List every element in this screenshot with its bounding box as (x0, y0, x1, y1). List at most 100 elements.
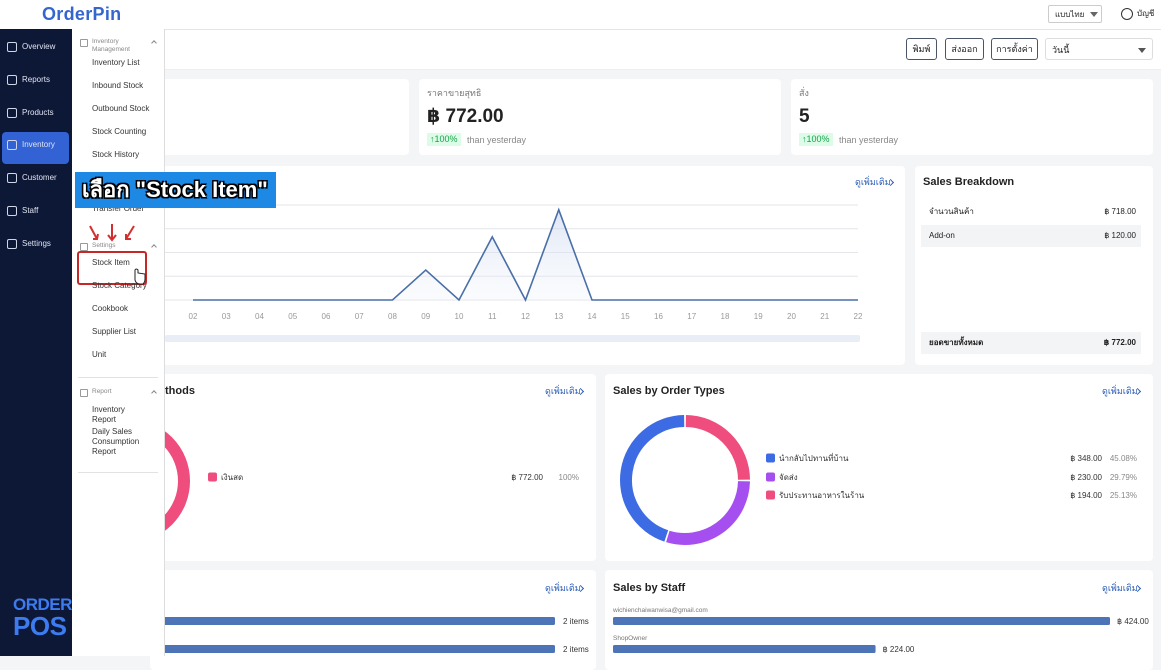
value-label: 2 items (563, 645, 589, 654)
submenu-item[interactable]: Transfer Order (92, 204, 145, 213)
x-tick-label: 07 (355, 312, 364, 321)
percent-label: 29.79% (1110, 473, 1137, 482)
submenu: Inventory Management Inventory List Inboun… (72, 29, 165, 656)
submenu-item[interactable]: Stock Counting (92, 127, 147, 136)
value-label: ฿ 194.00 (1070, 491, 1102, 500)
submenu-item[interactable]: Outbound Stock (92, 104, 150, 113)
account-label[interactable]: บัญชี (1137, 9, 1155, 18)
nav-icon (7, 173, 17, 184)
collapse-icon[interactable] (151, 40, 157, 46)
row-bg (921, 225, 1141, 247)
line-area (193, 209, 858, 300)
legend-label: รับประทานอาหารในร้าน (779, 491, 865, 500)
value-label: ฿ 224.00 (883, 645, 915, 654)
x-tick-label: 03 (222, 312, 231, 321)
x-tick-label: 08 (388, 312, 397, 321)
nav-icon (7, 140, 17, 151)
total-bg (921, 332, 1141, 354)
section-icon (80, 389, 88, 397)
change-badge: ↑100% (427, 133, 461, 146)
x-tick-label: 21 (820, 312, 829, 321)
card-title: Sales by Staff (613, 582, 686, 594)
submenu-item[interactable]: Stock History (92, 150, 140, 159)
scrollbar[interactable] (165, 335, 860, 342)
nav-item[interactable]: Inventory (22, 140, 55, 150)
card-label: สั่ง (799, 88, 809, 98)
donut-slice (620, 415, 685, 542)
row-value: ฿ 120.00 (1104, 231, 1136, 240)
print-button[interactable]: พิมพ์ (906, 38, 937, 60)
card-title: Sales Breakdown (923, 176, 1015, 188)
section-title: Report (92, 388, 112, 395)
submenu-item[interactable]: Unit (92, 350, 107, 359)
nav-item[interactable]: Settings (22, 238, 51, 248)
row-value: ฿ 718.00 (1104, 207, 1136, 216)
legend-label: นำกลับไปทานที่บ้าน (779, 452, 849, 463)
dropdown-arrow (1138, 48, 1146, 53)
collapse-icon[interactable] (151, 244, 157, 250)
submenu-item[interactable]: Inventory List (92, 58, 140, 67)
collapse-icon[interactable] (151, 390, 157, 396)
value-label: 2 items (563, 617, 589, 626)
payment-card: thods ดูเพิ่มเติม (150, 374, 596, 561)
more-link[interactable]: ดูเพิ่มเติม (545, 386, 581, 396)
charts: 0100200300400020304050607080910111213141… (66, 201, 1149, 654)
nav-item[interactable]: Products (22, 107, 54, 117)
card-title: Sales by Order Types (613, 385, 725, 397)
row-label: Add-on (929, 231, 955, 240)
annotation-text: เลือก "Stock Item" (82, 177, 268, 202)
x-tick-label: 22 (854, 312, 863, 321)
submenu-item[interactable]: Daily Sales Consumption Report (92, 427, 140, 456)
bar (120, 617, 555, 625)
period-select[interactable]: วันนี้ (1045, 38, 1153, 60)
separator (78, 377, 158, 378)
submenu-item[interactable]: Stock Item (92, 258, 130, 267)
nav-item[interactable]: Customer (22, 173, 57, 183)
more-link[interactable]: ดูเพิ่มเติม (1102, 583, 1138, 593)
nav-icon (7, 42, 17, 52)
more-link[interactable]: ดูเพิ่มเติม (855, 177, 891, 187)
account-icon[interactable] (1121, 8, 1133, 20)
value-label: ฿ 424.00 (1117, 617, 1149, 626)
more-link[interactable]: ดูเพิ่มเติม (1102, 386, 1138, 396)
summary-card: สั่ง 5 ↑100% than yesterday (791, 79, 1153, 155)
submenu-item[interactable]: Inbound Stock (92, 81, 144, 90)
separator (78, 472, 158, 473)
section-icon (80, 39, 88, 47)
nav-item[interactable]: Overview (22, 42, 56, 51)
section-title: Inventory Management (92, 38, 130, 53)
total-label: ยอดขายทั้งหมด (929, 338, 984, 347)
nav-icon (7, 74, 17, 85)
settings-button[interactable]: การตั้งค่า (991, 38, 1038, 60)
more-link[interactable]: ดูเพิ่มเติม (545, 583, 581, 593)
dropdown-arrow (1090, 12, 1098, 17)
bar (613, 617, 1110, 625)
export-button[interactable]: ส่งออก (945, 38, 984, 60)
line (193, 207, 858, 302)
x-tick-label: 14 (588, 312, 597, 321)
donut-slice (685, 415, 750, 480)
bar (613, 645, 876, 653)
logo[interactable]: OrderPin (42, 4, 122, 24)
submenu-item[interactable]: Stock Category (92, 281, 147, 290)
x-tick-label: 10 (455, 312, 464, 321)
x-tick-label: 11 (488, 312, 497, 321)
submenu-item[interactable]: Inventory Report (92, 405, 125, 424)
top-bar: OrderPin แบบไทย บัญชี (0, 0, 1161, 30)
nav-item[interactable]: Staff (22, 206, 39, 215)
language-select[interactable]: แบบไทย (1048, 5, 1102, 23)
x-tick-label: 05 (288, 312, 297, 321)
value-label: ฿ 772.00 (511, 473, 543, 482)
submenu-item[interactable]: Cookbook (92, 304, 129, 313)
row-label: จำนวนสินค้า (929, 207, 974, 216)
bar-category: wichienchaiwanwisa@gmail.com (612, 607, 708, 614)
legend-label: จัดส่ง (779, 473, 798, 482)
submenu-item[interactable]: Supplier List (92, 327, 137, 336)
value-label: ฿ 230.00 (1070, 473, 1102, 482)
bar-category: ShopOwner (613, 635, 648, 642)
total-value: ฿ 772.00 (1103, 338, 1136, 347)
nav-item[interactable]: Reports (22, 74, 51, 84)
change-badge: ↑100% (799, 133, 833, 146)
card-value: ฿ 772.00 (427, 106, 504, 127)
